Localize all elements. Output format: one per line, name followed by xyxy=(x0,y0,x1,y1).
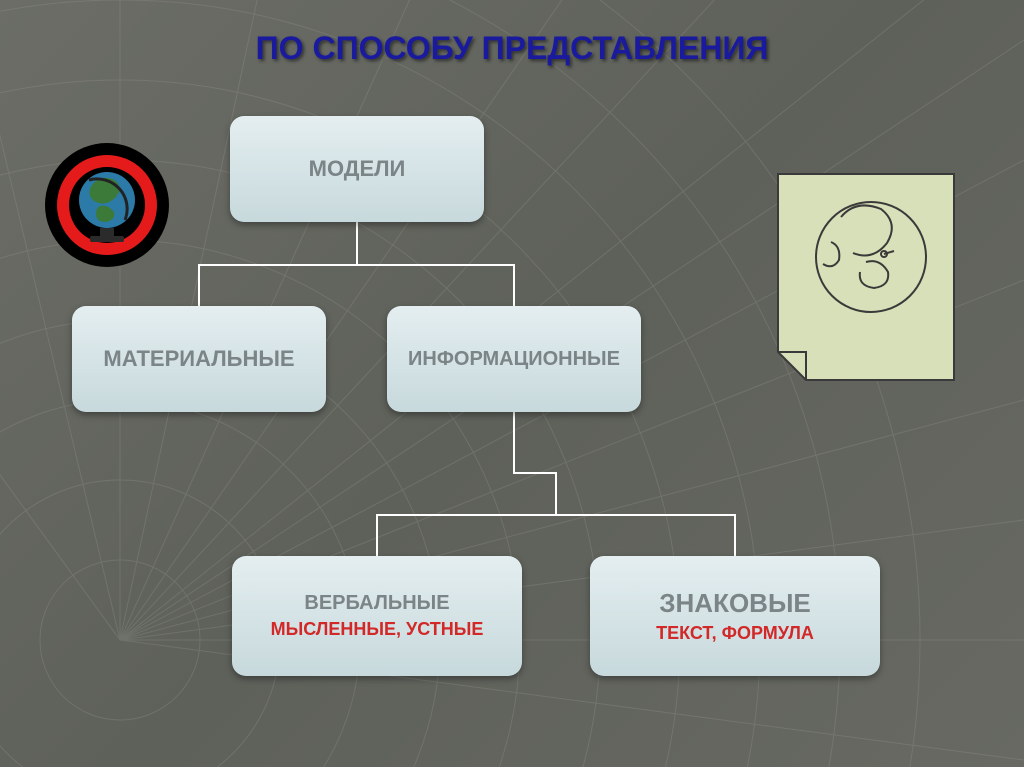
connector xyxy=(198,264,515,266)
node-root: МОДЕЛИ xyxy=(230,116,484,222)
node-label: МАТЕРИАЛЬНЫЕ xyxy=(103,346,294,372)
node-sublabel: МЫСЛЕННЫЕ, УСТНЫЕ xyxy=(271,619,484,640)
connector xyxy=(513,412,515,472)
connector xyxy=(376,514,378,556)
node-material: МАТЕРИАЛЬНЫЕ xyxy=(72,306,326,412)
node-sublabel: ТЕКСТ, ФОРМУЛА xyxy=(656,623,814,644)
slide-title: ПО СПОСОБУ ПРЕДСТАВЛЕНИЯ xyxy=(0,30,1024,67)
paper-globe-icon xyxy=(776,172,956,382)
node-label: ВЕРБАЛЬНЫЕ xyxy=(304,592,449,615)
node-verbal: ВЕРБАЛЬНЫЕ МЫСЛЕННЫЕ, УСТНЫЕ xyxy=(232,556,522,676)
connector xyxy=(198,264,200,306)
slide: ПО СПОСОБУ ПРЕДСТАВЛЕНИЯ МОДЕЛИ МАТЕРИАЛ… xyxy=(0,0,1024,767)
connector xyxy=(734,514,736,556)
node-sign: ЗНАКОВЫЕ ТЕКСТ, ФОРМУЛА xyxy=(590,556,880,676)
node-label: МОДЕЛИ xyxy=(309,156,406,182)
connector xyxy=(513,264,515,306)
node-label: ЗНАКОВЫЕ xyxy=(659,588,811,619)
connector xyxy=(376,514,736,516)
node-label: ИНФОРМАЦИОННЫЕ xyxy=(408,348,620,371)
globe-icon xyxy=(42,140,172,270)
connector xyxy=(356,222,358,264)
connector xyxy=(555,472,557,514)
node-information: ИНФОРМАЦИОННЫЕ xyxy=(387,306,641,412)
connector xyxy=(513,472,557,474)
